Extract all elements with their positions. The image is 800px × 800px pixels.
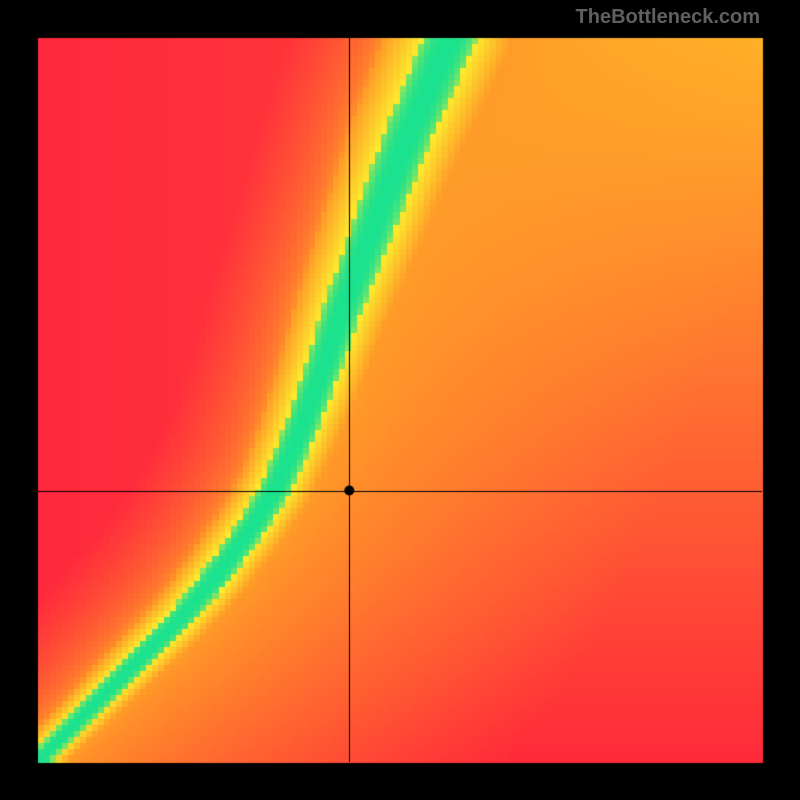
chart-container: TheBottleneck.com xyxy=(0,0,800,800)
watermark-text: TheBottleneck.com xyxy=(576,6,760,29)
heatmap-canvas xyxy=(0,0,800,800)
